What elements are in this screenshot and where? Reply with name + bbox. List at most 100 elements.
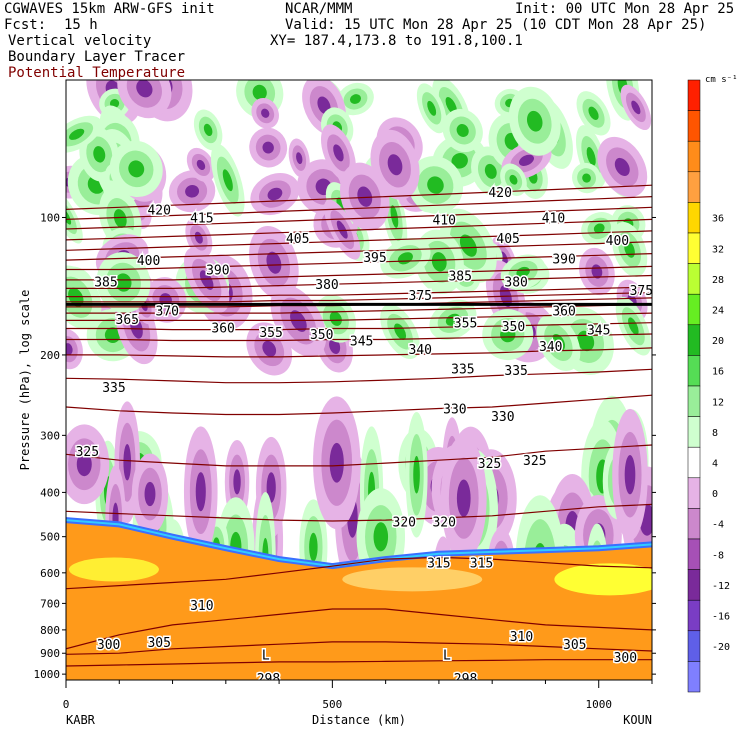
contour-label: 375 [409,289,432,304]
theta-contour-labels: 420 415 405 410 420 410 405 400 385 400 390 395 390 3… [74,185,653,687]
end-station-label: KOUN [623,713,652,727]
velocity-cell [612,408,648,541]
velocity-cell [320,124,356,182]
contour-label: 310 [190,599,213,614]
theta-contour-410 [66,206,652,230]
contour-label: 340 [539,340,562,355]
contour-label: 305 [563,638,586,653]
y-tick-label: 400 [40,486,60,499]
colorbar-swatch [687,140,701,173]
contour-label: 298 [454,672,477,687]
theta-contour-415 [66,196,652,220]
valid-time: Valid: 15 UTC Mon 28 Apr 25 (10 CDT Mon … [285,17,706,33]
velocity-cell [442,108,483,153]
contour-label: 395 [363,251,386,266]
colorbar-swatch [687,293,701,326]
colorbar-swatch [687,599,701,632]
velocity-cell [581,212,618,245]
org-label: NCAR/MMM [285,1,352,17]
contour-label: 330 [491,410,514,425]
contour-label: 345 [350,335,373,350]
colorbar-swatch [687,661,701,693]
colorbar-swatch [687,508,701,540]
contour-label: 420 [147,203,170,218]
velocity-cell [117,80,172,119]
colorbar-label: -16 [712,612,730,623]
velocity-cell [66,115,102,153]
x-axis: 0 500 1000 [63,680,653,711]
theta-contour-330 [66,394,652,416]
theta-contour-300 [66,659,652,667]
velocity-cell [185,217,213,258]
theta-contour-360 [66,303,652,314]
velocity-cell [572,162,602,194]
velocity-cell [500,163,527,196]
velocity-cell [66,424,110,505]
colorbar-swatch [687,355,701,387]
velocity-cell [615,296,651,356]
theta-contour-320 [66,503,652,522]
velocity-cell [313,396,361,530]
velocity-cell [611,222,648,277]
colorbar-label: 32 [712,244,724,255]
colorbar-label: -4 [712,520,724,531]
theta-contour-345 [66,333,652,342]
velocity-cell [186,147,216,182]
contour-label: 335 [451,362,474,377]
colorbar-label: 12 [712,397,724,408]
colorbar-label: 16 [712,367,724,378]
theta-contour-305 [66,641,652,655]
init-time: Init: 00 UTC Mon 28 Apr 25 [515,1,734,17]
velocity-cell [315,294,357,343]
velocity-cell [324,199,361,260]
velocity-cell [405,411,428,538]
field-label-vertical-velocity: Vertical velocity [8,33,151,49]
theta-contour-380 [66,274,652,289]
contour-label: 355 [259,326,282,341]
contour-label: 380 [315,278,338,293]
contour-label: 310 [510,630,533,645]
colorbar-swatch [687,538,701,570]
contour-label: 340 [409,343,432,358]
theta-contour-350 [66,322,652,331]
theta-contour-315 [66,556,652,590]
velocity-cell [251,97,279,129]
velocity-cell [249,127,288,168]
contour-label: 325 [76,445,99,460]
y-tick-label: 1000 [34,668,61,681]
y-tick-label: 300 [40,429,60,442]
contour-label: 345 [587,324,610,339]
velocity-cell [416,83,447,134]
contour-label: 355 [454,317,477,332]
contour-label: 405 [496,232,519,247]
velocity-cell [440,435,487,561]
y-tick-label: 100 [40,211,60,224]
contour-label: 375 [630,284,653,299]
y-axis: 100 200 300 400 500 600 700 800 900 1000 [34,211,656,681]
colorbar-swatch [687,385,701,417]
contour-label: 380 [504,275,527,290]
contour-label: 405 [286,232,309,247]
colorbar-swatch [687,630,701,662]
x-tick-label: 0 [63,698,70,711]
contour-label: 350 [310,328,333,343]
contour-label: 360 [552,305,575,320]
contour-label: 300 [614,651,637,666]
theta-contour-405 [66,218,652,241]
colorbar-units: cm s⁻¹ [705,75,738,85]
theta-contour-420 [66,184,652,210]
contour-label: 385 [448,270,471,285]
y-tick-label: 800 [40,624,60,637]
theta-contour-355 [66,312,652,321]
contour-label: 350 [502,320,525,335]
plot-frame [65,79,653,681]
tracer-maximum-west [68,557,159,582]
contour-label: 305 [147,636,170,651]
contour-label: 410 [542,211,565,226]
contour-label: 330 [443,402,466,417]
theta-contour-400 [66,230,652,251]
velocity-cell [131,453,169,535]
colorbar-label: -20 [712,642,730,653]
colorbar: -20 -16 -12 -8 -4 0 4 8 12 16 20 24 28 32 36 [687,79,730,693]
